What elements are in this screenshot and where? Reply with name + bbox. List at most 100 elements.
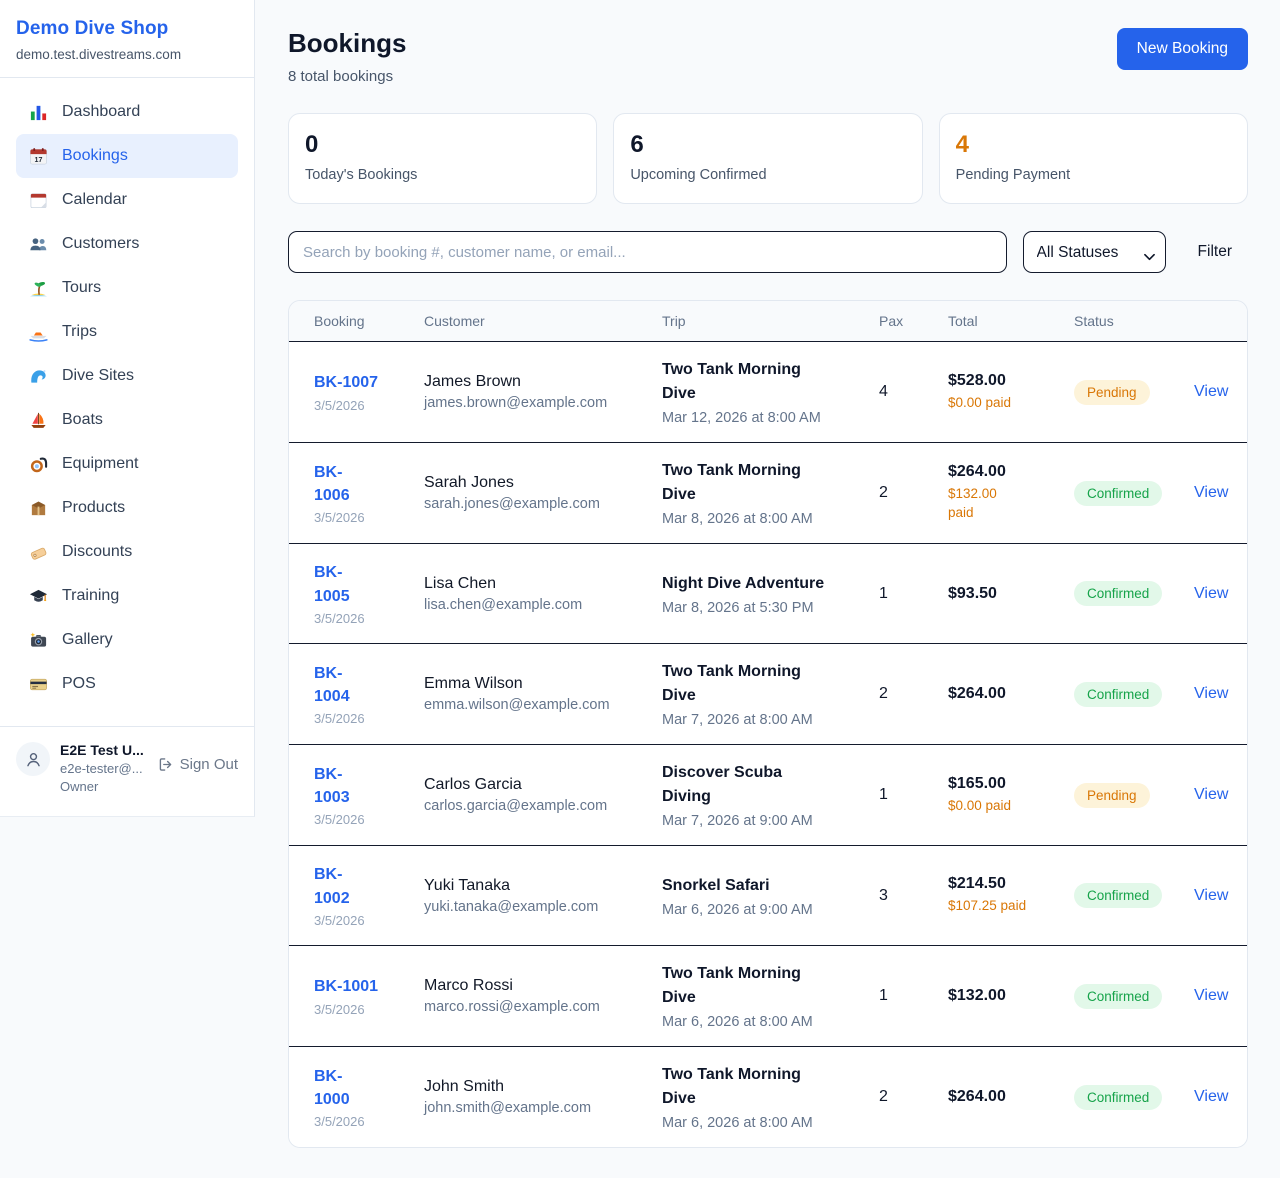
view-link[interactable]: View bbox=[1194, 987, 1229, 1004]
customer-email: lisa.chen@example.com bbox=[424, 596, 583, 613]
view-link[interactable]: View bbox=[1194, 786, 1229, 803]
stat-value: 6 bbox=[630, 131, 644, 158]
sidebar-item-bookings[interactable]: 17 Bookings bbox=[16, 134, 238, 178]
booking-id-link[interactable]: BK- 1003 bbox=[314, 765, 350, 806]
sidebar-item-tours[interactable]: Tours bbox=[16, 266, 238, 310]
customer-cell: Marco Rossi marco.rossi@example.com bbox=[424, 977, 662, 1015]
sidebar-item-pos[interactable]: POS bbox=[16, 662, 238, 706]
sidebar-item-training[interactable]: Training bbox=[16, 574, 238, 618]
status-cell: Pending bbox=[1074, 379, 1194, 405]
view-link[interactable]: View bbox=[1194, 886, 1229, 904]
customer-cell: Sarah Jones sarah.jones@example.com bbox=[424, 474, 662, 512]
sidebar-item-label: Discounts bbox=[62, 543, 133, 560]
speedboat-icon bbox=[28, 322, 48, 342]
booking-id-link[interactable]: BK- 1005 bbox=[314, 564, 350, 605]
table-row: BK- 1005 3/5/2026 Lisa Chen lisa.chen@examp… bbox=[289, 543, 1247, 643]
trip-cell: Discover Scuba Diving Mar 7, 2026 at 9:00… bbox=[662, 761, 879, 829]
user-role: Owner bbox=[60, 779, 99, 794]
view-link[interactable]: View bbox=[1194, 383, 1229, 400]
view-link[interactable]: View bbox=[1194, 484, 1229, 501]
total-amount: $264.00 bbox=[948, 463, 1006, 481]
new-booking-button[interactable]: New Booking bbox=[1116, 28, 1248, 70]
customer-name: John Smith bbox=[424, 1078, 505, 1095]
column-header-status: Status bbox=[1074, 313, 1114, 329]
customer-name: Lisa Chen bbox=[424, 574, 497, 592]
pax-value: 1 bbox=[879, 987, 888, 1004]
booking-id-link[interactable]: BK- 1000 bbox=[314, 1067, 350, 1108]
booking-cell: BK- 1004 3/5/2026 bbox=[314, 662, 424, 726]
shop-domain: demo.test.divestreams.com bbox=[16, 47, 182, 62]
sidebar-item-equipment[interactable]: Equipment bbox=[16, 442, 238, 486]
page-title: Bookings bbox=[288, 28, 407, 58]
tag-icon bbox=[28, 542, 48, 562]
column-header-trip: Trip bbox=[662, 313, 686, 329]
trip-datetime: Mar 12, 2026 at 8:00 AM bbox=[662, 410, 821, 426]
booking-id-link[interactable]: BK- 1006 bbox=[314, 463, 350, 504]
trip-cell: Night Dive Adventure Mar 8, 2026 at 5:30 … bbox=[662, 572, 879, 616]
booking-id-link[interactable]: BK-1001 bbox=[314, 978, 379, 996]
status-badge: Confirmed bbox=[1074, 1084, 1163, 1110]
booking-date: 3/5/2026 bbox=[314, 1114, 365, 1130]
column-header-pax: Pax bbox=[879, 313, 904, 329]
total-cell: $264.00 $132.00 paid bbox=[948, 463, 1074, 523]
graduation-cap-icon bbox=[28, 586, 48, 606]
trip-datetime: Mar 8, 2026 at 5:30 PM bbox=[662, 599, 814, 616]
filter-button[interactable]: Filter bbox=[1182, 243, 1248, 261]
booking-cell: BK-1007 3/5/2026 bbox=[314, 371, 424, 412]
sidebar-item-dashboard[interactable]: Dashboard bbox=[16, 90, 238, 134]
table-row: BK-1001 3/5/2026 Marco Rossi marco.rossi@ex… bbox=[289, 945, 1247, 1046]
sidebar-nav: Dashboard 17 Bookings Calendar Customers Tour… bbox=[0, 78, 254, 716]
bar-chart-icon bbox=[28, 102, 48, 122]
stat-card-3: 4 Pending Payment bbox=[938, 113, 1248, 204]
customer-cell: Carlos Garcia carlos.garcia@example.com bbox=[424, 776, 662, 814]
pax-cell: 4 bbox=[879, 383, 948, 401]
status-cell: Confirmed bbox=[1074, 681, 1194, 707]
customer-name: Marco Rossi bbox=[424, 977, 513, 994]
sidebar-item-products[interactable]: Products bbox=[16, 486, 238, 530]
sidebar-item-gallery[interactable]: Gallery bbox=[16, 618, 238, 662]
table-row: BK- 1000 3/5/2026 John Smith john.smith@exa… bbox=[289, 1046, 1247, 1147]
sign-out-label: Sign Out bbox=[179, 756, 238, 773]
total-amount: $165.00 bbox=[948, 774, 1006, 792]
sidebar-item-trips[interactable]: Trips bbox=[16, 310, 238, 354]
status-select-wrap: All Statuses bbox=[1022, 231, 1166, 273]
booking-id-link[interactable]: BK-1007 bbox=[314, 374, 379, 392]
view-link[interactable]: View bbox=[1194, 1088, 1229, 1105]
sidebar-item-dive-sites[interactable]: Dive Sites bbox=[16, 354, 238, 398]
view-link[interactable]: View bbox=[1194, 685, 1229, 702]
customer-name: Emma Wilson bbox=[424, 675, 523, 692]
sidebar-item-label: Training bbox=[62, 587, 120, 604]
view-link[interactable]: View bbox=[1194, 584, 1229, 602]
sidebar-item-boats[interactable]: Boats bbox=[16, 398, 238, 442]
table-row: BK- 1002 3/5/2026 Yuki Tanaka yuki.tanaka@e… bbox=[289, 845, 1247, 945]
status-select[interactable]: All Statuses bbox=[1022, 231, 1166, 273]
customer-cell: Emma Wilson emma.wilson@example.com bbox=[424, 675, 662, 713]
sidebar-item-discounts[interactable]: Discounts bbox=[16, 530, 238, 574]
page-header-text: Bookings 8 total bookings bbox=[288, 28, 406, 85]
pax-value: 2 bbox=[879, 484, 888, 501]
status-cell: Confirmed bbox=[1074, 883, 1194, 908]
sidebar-item-customers[interactable]: Customers bbox=[16, 222, 238, 266]
paid-amount: $132.00 paid bbox=[948, 486, 997, 520]
booking-cell: BK- 1005 3/5/2026 bbox=[314, 561, 424, 625]
trip-name: Snorkel Safari bbox=[662, 876, 770, 894]
sidebar-item-label: Dive Sites bbox=[62, 367, 135, 384]
page-header: Bookings 8 total bookings New Booking bbox=[288, 28, 1248, 85]
trip-datetime: Mar 8, 2026 at 8:00 AM bbox=[662, 511, 813, 527]
actions-cell: View bbox=[1194, 887, 1247, 905]
trip-datetime: Mar 7, 2026 at 8:00 AM bbox=[662, 712, 813, 728]
table-row: BK- 1006 3/5/2026 Sarah Jones sarah.jones@e… bbox=[289, 442, 1247, 543]
pax-cell: 1 bbox=[879, 786, 948, 804]
column-header-booking: Booking bbox=[314, 313, 365, 329]
sidebar-item-label: Tours bbox=[62, 279, 102, 296]
sign-out-button[interactable]: Sign Out bbox=[157, 756, 238, 773]
search-input[interactable] bbox=[288, 231, 1007, 273]
people-icon bbox=[28, 234, 48, 254]
sidebar-item-calendar[interactable]: Calendar bbox=[16, 178, 238, 222]
pax-cell: 2 bbox=[879, 1088, 948, 1106]
booking-id-link[interactable]: BK- 1004 bbox=[314, 664, 350, 705]
trip-name: Two Tank Morning Dive bbox=[662, 361, 801, 402]
paid-amount: $0.00 paid bbox=[948, 797, 1012, 813]
pax-value: 1 bbox=[879, 786, 888, 803]
booking-id-link[interactable]: BK- 1002 bbox=[314, 866, 350, 907]
